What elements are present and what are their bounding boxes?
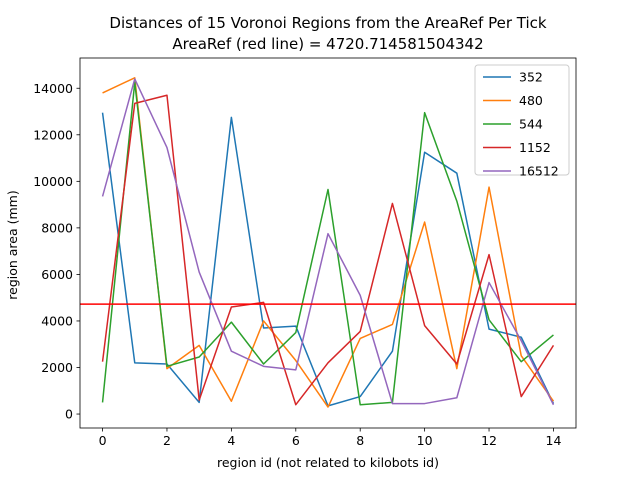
x-tick-label: 4 xyxy=(227,433,235,448)
x-axis-label: region id (not related to kilobots id) xyxy=(217,455,439,470)
x-tick-label: 10 xyxy=(417,433,433,448)
x-tick-label: 0 xyxy=(99,433,107,448)
series-line-544 xyxy=(101,81,554,406)
y-tick-label: 12000 xyxy=(33,127,73,142)
chart-title: Distances of 15 Voronoi Regions from the… xyxy=(109,14,546,32)
x-tick-label: 12 xyxy=(481,433,497,448)
legend-label-544: 544 xyxy=(519,117,543,132)
legend: 352 480 544 1152 16512 xyxy=(474,64,570,179)
y-tick-label: 0 xyxy=(65,407,73,422)
axes-frame xyxy=(79,57,577,429)
plot-area: 0 2 4 6 8 10 12 14 0 2000 4000 6000 8000 10000 12000 14… xyxy=(33,57,577,448)
x-tick-label: 14 xyxy=(546,433,562,448)
series-line-16512 xyxy=(101,78,555,406)
legend-label-480: 480 xyxy=(519,93,543,108)
y-tick-label: 6000 xyxy=(41,267,73,282)
y-tick-label: 10000 xyxy=(33,174,73,189)
y-axis-label: region area (mm) xyxy=(5,190,20,299)
series-line-480 xyxy=(102,77,555,408)
legend-label-352: 352 xyxy=(519,70,543,85)
series-line-1152 xyxy=(101,94,555,406)
x-tick-label: 2 xyxy=(163,433,171,448)
legend-label-16512: 16512 xyxy=(519,164,559,179)
chart-subtitle: AreaRef (red line) = 4720.714581504342 xyxy=(172,35,483,53)
y-tick-label: 8000 xyxy=(41,220,73,235)
legend-label-1152: 1152 xyxy=(519,140,551,155)
x-tick-label: 8 xyxy=(356,433,364,448)
y-tick-label: 2000 xyxy=(41,360,73,375)
x-tick-label: 6 xyxy=(292,433,300,448)
y-tick-label: 14000 xyxy=(33,81,73,96)
y-tick-label: 4000 xyxy=(41,313,73,328)
